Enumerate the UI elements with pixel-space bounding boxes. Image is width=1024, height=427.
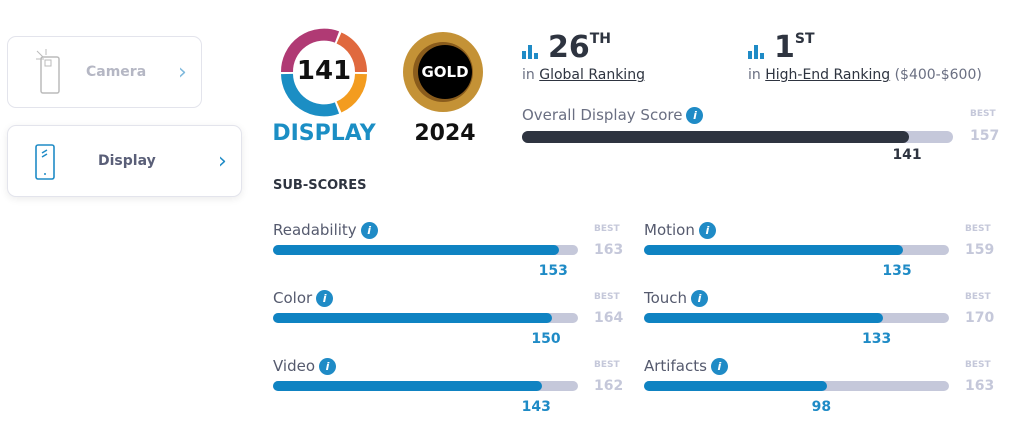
subscore-fill — [273, 245, 560, 255]
subscore-label: Color i — [273, 289, 334, 307]
best-label: BEST — [965, 292, 991, 302]
badge-category: DISPLAY — [272, 121, 376, 146]
info-icon[interactable]: i — [691, 290, 709, 307]
subscore-value: 98 — [811, 399, 832, 415]
ranking-icon — [522, 43, 538, 59]
subscores-title: SUB-SCORES — [273, 178, 367, 193]
ranking-icon — [748, 43, 764, 59]
sidebar-item-label: Camera — [86, 64, 147, 80]
best-value: 163 — [965, 378, 995, 394]
overall-score-label: Overall Display Score i — [522, 106, 704, 124]
rank-number: 26 — [548, 30, 590, 65]
rank-prefix: in — [748, 67, 761, 83]
score-ring-logo — [280, 28, 368, 117]
subscore-fill — [273, 381, 543, 391]
chevron-right-icon: › — [178, 59, 187, 85]
best-label: BEST — [594, 360, 620, 370]
best-label: BEST — [970, 109, 996, 119]
award-label: GOLD — [421, 63, 469, 81]
subscore-value: 143 — [521, 399, 551, 415]
best-label: BEST — [965, 224, 991, 234]
subscore-value: 153 — [538, 263, 568, 279]
subscore-label-text: Artifacts — [644, 357, 707, 375]
global-ranking-link[interactable]: Global Ranking — [539, 67, 645, 83]
high-end-ranking: 1ST in High-End Ranking ($400-$600) — [748, 30, 982, 83]
subscore-bar — [644, 313, 949, 323]
price-range: ($400-$600) — [894, 67, 982, 83]
best-value: 170 — [965, 310, 995, 326]
award-year: 2024 — [414, 121, 476, 146]
subscore-label-text: Readability — [273, 221, 357, 239]
subscore-bar — [644, 245, 949, 255]
subscore-fill — [644, 381, 828, 391]
subscore-value: 135 — [882, 263, 912, 279]
subscore-bar — [644, 381, 949, 391]
gold-ring-logo — [403, 32, 483, 112]
overall-score-fill — [522, 131, 910, 143]
rank-prefix: in — [522, 67, 535, 83]
info-icon[interactable]: i — [686, 107, 704, 124]
info-icon[interactable]: i — [319, 358, 337, 375]
subscore-value: 150 — [531, 331, 561, 347]
camera-phone-icon — [36, 49, 60, 94]
best-value: 163 — [594, 242, 624, 258]
subscore-label: Touch i — [644, 289, 709, 307]
rank-suffix: ST — [794, 31, 815, 47]
info-icon[interactable]: i — [698, 222, 716, 239]
subscore-label: Video i — [273, 357, 337, 375]
subscore-label-text: Touch — [644, 289, 688, 307]
best-value: 157 — [970, 128, 1000, 144]
subscore-label: Readability i — [273, 221, 378, 239]
subscore-fill — [644, 313, 883, 323]
subscore-bar — [273, 381, 578, 391]
info-icon[interactable]: i — [360, 222, 378, 239]
subscore-value: 133 — [861, 331, 892, 347]
subscore-label: Artifacts i — [644, 357, 728, 375]
info-icon[interactable]: i — [316, 290, 334, 307]
overall-label-text: Overall Display Score — [522, 106, 683, 124]
gold-award-badge: GOLD — [397, 27, 489, 117]
subscore-bar — [273, 313, 578, 323]
subscore-label-text: Video — [273, 357, 316, 375]
global-ranking: 26TH in Global Ranking — [522, 30, 645, 83]
info-icon[interactable]: i — [710, 358, 728, 375]
subscore-label-text: Color — [273, 289, 313, 307]
rank-suffix: TH — [589, 31, 612, 47]
overall-score-value: 141 — [892, 147, 922, 163]
overall-score-bar — [522, 131, 953, 143]
best-label: BEST — [965, 360, 991, 370]
rank-number: 1 — [774, 30, 795, 65]
sidebar-item-camera[interactable]: Camera › — [7, 36, 202, 108]
sidebar-item-display[interactable]: Display › — [7, 125, 242, 197]
best-value: 162 — [594, 378, 624, 394]
best-value: 164 — [594, 310, 624, 326]
subscore-fill — [644, 245, 903, 255]
subscore-bar — [273, 245, 578, 255]
subscore-label-text: Motion — [644, 221, 695, 239]
sidebar-item-label: Display — [98, 153, 156, 169]
high-end-ranking-link[interactable]: High-End Ranking — [765, 67, 891, 83]
subscore-fill — [273, 313, 552, 323]
badge-score: 141 — [296, 56, 352, 86]
chevron-right-icon: › — [218, 148, 227, 174]
display-score-badge: 141 — [277, 27, 371, 117]
display-phone-icon — [35, 144, 55, 180]
best-label: BEST — [594, 224, 620, 234]
subscore-label: Motion i — [644, 221, 716, 239]
best-label: BEST — [594, 292, 620, 302]
best-value: 159 — [965, 242, 995, 258]
